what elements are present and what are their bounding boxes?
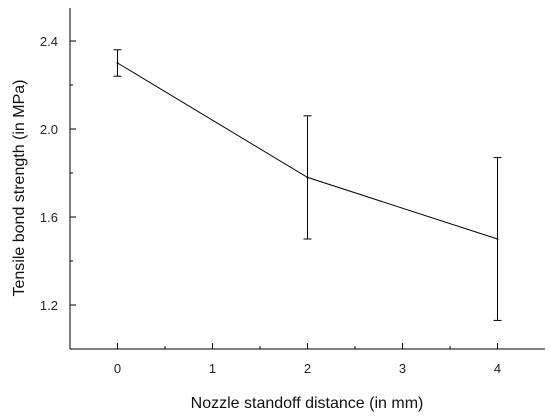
plot-area: 1.2 1.6 2.0 2.4 0 1 2 3 4 — [40, 8, 545, 376]
x-axis-title: Nozzle standoff distance (in mm) — [191, 395, 424, 412]
x-tick-label: 1 — [209, 361, 216, 376]
data-point — [116, 62, 119, 64]
data-point — [306, 176, 309, 179]
y-ticks: 1.2 1.6 2.0 2.4 — [40, 34, 76, 313]
x-tick-label: 3 — [399, 361, 406, 376]
x-tick-label: 4 — [494, 361, 501, 376]
x-ticks: 0 1 2 3 4 — [114, 343, 501, 376]
y-axis-title: Tensile bond strength (in MPa) — [11, 80, 28, 297]
y-tick-label: 2.4 — [40, 34, 58, 49]
x-tick-label: 0 — [114, 361, 121, 376]
y-tick-label: 1.6 — [40, 210, 58, 225]
data-point — [496, 238, 499, 240]
series-layer — [113, 49, 502, 321]
y-tick-label: 2.0 — [40, 122, 58, 137]
x-tick-label: 2 — [304, 361, 311, 376]
y-tick-label: 1.2 — [40, 298, 58, 313]
